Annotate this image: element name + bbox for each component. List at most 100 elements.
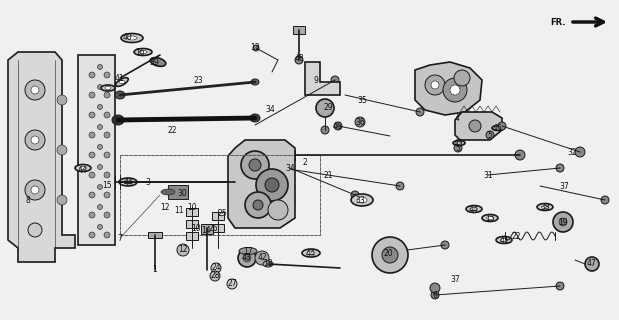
Circle shape <box>441 241 449 249</box>
Text: 13: 13 <box>250 43 260 52</box>
Ellipse shape <box>307 251 315 255</box>
Ellipse shape <box>105 86 111 90</box>
Polygon shape <box>78 55 115 245</box>
Circle shape <box>98 124 103 130</box>
Text: 15: 15 <box>485 213 495 222</box>
Text: 38: 38 <box>540 203 550 212</box>
Bar <box>186 220 198 228</box>
Text: 48: 48 <box>294 53 304 62</box>
Circle shape <box>469 120 481 132</box>
Circle shape <box>316 99 334 117</box>
Text: 10: 10 <box>191 223 201 233</box>
Ellipse shape <box>496 236 512 244</box>
Ellipse shape <box>251 79 259 85</box>
Ellipse shape <box>134 49 152 55</box>
Bar <box>168 185 188 199</box>
Circle shape <box>443 78 467 102</box>
Ellipse shape <box>487 217 493 220</box>
Bar <box>212 224 224 232</box>
Text: 35: 35 <box>357 95 367 105</box>
Circle shape <box>57 145 67 155</box>
Ellipse shape <box>79 166 87 170</box>
Ellipse shape <box>121 34 143 43</box>
Text: 37: 37 <box>559 181 569 190</box>
Text: 5: 5 <box>456 143 461 153</box>
Text: 7: 7 <box>118 234 123 243</box>
Circle shape <box>104 92 110 98</box>
Text: 17: 17 <box>243 246 253 255</box>
Text: 11: 11 <box>175 205 184 214</box>
Ellipse shape <box>501 238 508 242</box>
Bar <box>212 212 224 220</box>
Circle shape <box>177 244 189 256</box>
Circle shape <box>431 291 439 299</box>
Circle shape <box>556 282 564 290</box>
Circle shape <box>351 191 359 199</box>
Circle shape <box>89 72 95 78</box>
Ellipse shape <box>119 178 137 186</box>
Text: 24: 24 <box>211 262 221 271</box>
Text: 14: 14 <box>201 226 211 235</box>
Circle shape <box>98 225 103 229</box>
Circle shape <box>253 200 263 210</box>
Circle shape <box>98 204 103 210</box>
Circle shape <box>25 80 45 100</box>
Bar <box>293 26 305 34</box>
Circle shape <box>556 164 564 172</box>
Text: 3: 3 <box>145 178 150 187</box>
Text: 5: 5 <box>488 131 493 140</box>
Text: 45: 45 <box>493 124 503 132</box>
Ellipse shape <box>495 127 501 129</box>
Text: 16: 16 <box>135 47 145 57</box>
Ellipse shape <box>115 91 125 99</box>
Circle shape <box>98 185 103 189</box>
Circle shape <box>104 212 110 218</box>
Bar <box>186 208 198 216</box>
Text: 28: 28 <box>210 271 220 281</box>
Text: 36: 36 <box>355 117 365 126</box>
Circle shape <box>321 126 329 134</box>
Circle shape <box>585 257 599 271</box>
Circle shape <box>31 86 39 94</box>
Ellipse shape <box>119 81 125 84</box>
Text: 47: 47 <box>587 260 597 268</box>
Circle shape <box>396 182 404 190</box>
Text: 42: 42 <box>257 253 267 262</box>
Text: 45: 45 <box>454 139 464 148</box>
Circle shape <box>515 150 525 160</box>
Circle shape <box>265 178 279 192</box>
Ellipse shape <box>456 142 462 144</box>
Text: 15: 15 <box>102 180 112 189</box>
Circle shape <box>89 92 95 98</box>
Circle shape <box>89 172 95 178</box>
Circle shape <box>31 136 39 144</box>
Text: 39: 39 <box>149 58 159 67</box>
Ellipse shape <box>357 197 367 203</box>
Circle shape <box>331 76 339 84</box>
Circle shape <box>89 152 95 158</box>
Circle shape <box>104 172 110 178</box>
Polygon shape <box>8 52 75 262</box>
Text: 30: 30 <box>177 188 187 197</box>
Circle shape <box>553 212 573 232</box>
Circle shape <box>89 132 95 138</box>
Circle shape <box>238 249 256 267</box>
Circle shape <box>253 45 259 51</box>
Circle shape <box>25 180 45 200</box>
Text: 44: 44 <box>306 249 316 258</box>
Circle shape <box>486 131 494 139</box>
Circle shape <box>243 254 251 262</box>
Ellipse shape <box>482 214 498 221</box>
Ellipse shape <box>150 58 166 66</box>
Circle shape <box>89 192 95 198</box>
Circle shape <box>241 151 269 179</box>
Circle shape <box>57 195 67 205</box>
Text: 32: 32 <box>567 148 577 156</box>
Ellipse shape <box>116 78 128 86</box>
Circle shape <box>89 212 95 218</box>
Circle shape <box>57 95 67 105</box>
Circle shape <box>372 237 408 273</box>
Text: 25: 25 <box>217 209 227 218</box>
Circle shape <box>295 56 303 64</box>
Text: 18: 18 <box>263 260 273 268</box>
